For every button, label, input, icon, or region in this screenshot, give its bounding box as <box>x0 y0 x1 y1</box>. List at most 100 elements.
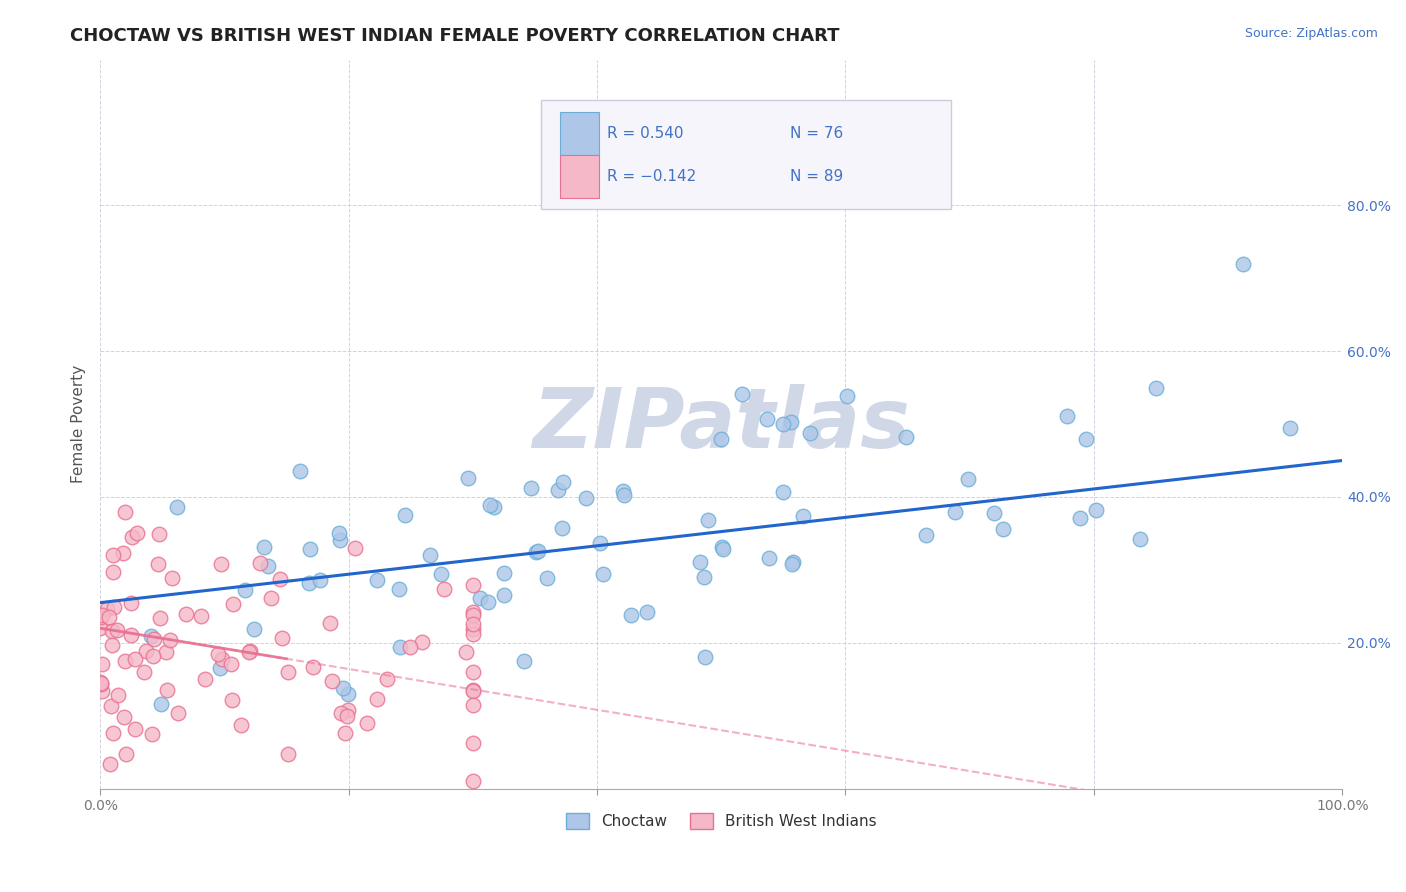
Point <box>536 571 558 585</box>
Point <box>174 607 197 622</box>
Point <box>329 706 352 720</box>
Point <box>166 500 188 514</box>
Point <box>256 558 278 573</box>
Point <box>211 652 233 666</box>
Point <box>211 557 233 571</box>
Point <box>482 500 505 514</box>
Point <box>551 475 574 489</box>
Point <box>612 483 634 498</box>
Point <box>91 657 114 672</box>
Point <box>461 578 484 592</box>
Point <box>101 548 124 562</box>
Point <box>620 608 643 623</box>
Point <box>115 747 138 762</box>
Point <box>100 699 122 714</box>
Point <box>112 546 135 560</box>
Text: CHOCTAW VS BRITISH WEST INDIAN FEMALE POVERTY CORRELATION CHART: CHOCTAW VS BRITISH WEST INDIAN FEMALE PO… <box>70 27 839 45</box>
Point <box>127 526 149 541</box>
Point <box>772 417 794 431</box>
Point <box>494 588 516 602</box>
Point <box>89 676 111 690</box>
Point <box>731 387 754 401</box>
Point <box>139 629 162 643</box>
Point <box>461 665 484 680</box>
Point <box>419 549 441 563</box>
Point <box>461 605 484 619</box>
Point <box>388 640 411 654</box>
Point <box>782 555 804 569</box>
Point <box>613 488 636 502</box>
Point <box>194 673 217 687</box>
Point <box>148 527 170 541</box>
Point <box>991 522 1014 536</box>
Point <box>329 533 352 548</box>
Point <box>430 566 453 581</box>
Point <box>589 536 612 550</box>
Point <box>983 506 1005 520</box>
Point <box>693 650 716 665</box>
Point <box>1144 381 1167 395</box>
Point <box>221 657 243 671</box>
Point <box>772 485 794 500</box>
Point <box>141 727 163 741</box>
Point <box>100 624 122 639</box>
Point <box>335 726 357 740</box>
Point <box>792 509 814 524</box>
Text: R = 0.540: R = 0.540 <box>607 127 683 142</box>
Point <box>461 627 484 641</box>
Point <box>135 644 157 658</box>
Point <box>101 725 124 739</box>
Point <box>233 582 256 597</box>
Point <box>101 638 124 652</box>
Point <box>356 715 378 730</box>
Point <box>290 464 312 478</box>
Point <box>149 610 172 624</box>
Point <box>461 617 484 632</box>
Point <box>249 557 271 571</box>
Legend: Choctaw, British West Indians: Choctaw, British West Indians <box>560 807 883 836</box>
FancyBboxPatch shape <box>560 155 599 198</box>
Point <box>710 432 733 446</box>
Point <box>337 687 360 701</box>
Point <box>132 665 155 679</box>
Point <box>167 706 190 720</box>
Point <box>696 513 718 527</box>
Point <box>456 645 478 659</box>
Point <box>105 624 128 638</box>
Point <box>319 615 342 630</box>
Point <box>208 661 231 675</box>
Point <box>1232 257 1254 271</box>
Point <box>321 674 343 689</box>
Point <box>520 481 543 495</box>
Point <box>124 722 146 736</box>
Point <box>592 567 614 582</box>
Point <box>526 544 548 558</box>
Point <box>388 582 411 597</box>
Text: Source: ZipAtlas.com: Source: ZipAtlas.com <box>1244 27 1378 40</box>
Point <box>98 756 121 771</box>
Point <box>366 573 388 587</box>
Point <box>461 622 484 636</box>
Point <box>689 555 711 569</box>
Point <box>461 608 484 623</box>
Point <box>221 597 243 611</box>
Point <box>411 634 433 648</box>
Point <box>112 709 135 723</box>
Point <box>160 571 183 585</box>
Point <box>710 541 733 555</box>
Point <box>149 697 172 711</box>
Point <box>477 595 499 609</box>
Point <box>494 566 516 580</box>
Point <box>636 605 658 619</box>
Text: N = 89: N = 89 <box>790 169 842 185</box>
Point <box>190 609 212 624</box>
Point <box>461 683 484 698</box>
Point <box>277 665 299 680</box>
Point <box>120 595 142 609</box>
Point <box>114 654 136 668</box>
Point <box>956 472 979 486</box>
Point <box>799 425 821 440</box>
Point <box>96 601 118 615</box>
Text: R = −0.142: R = −0.142 <box>607 169 696 185</box>
Point <box>89 675 111 690</box>
